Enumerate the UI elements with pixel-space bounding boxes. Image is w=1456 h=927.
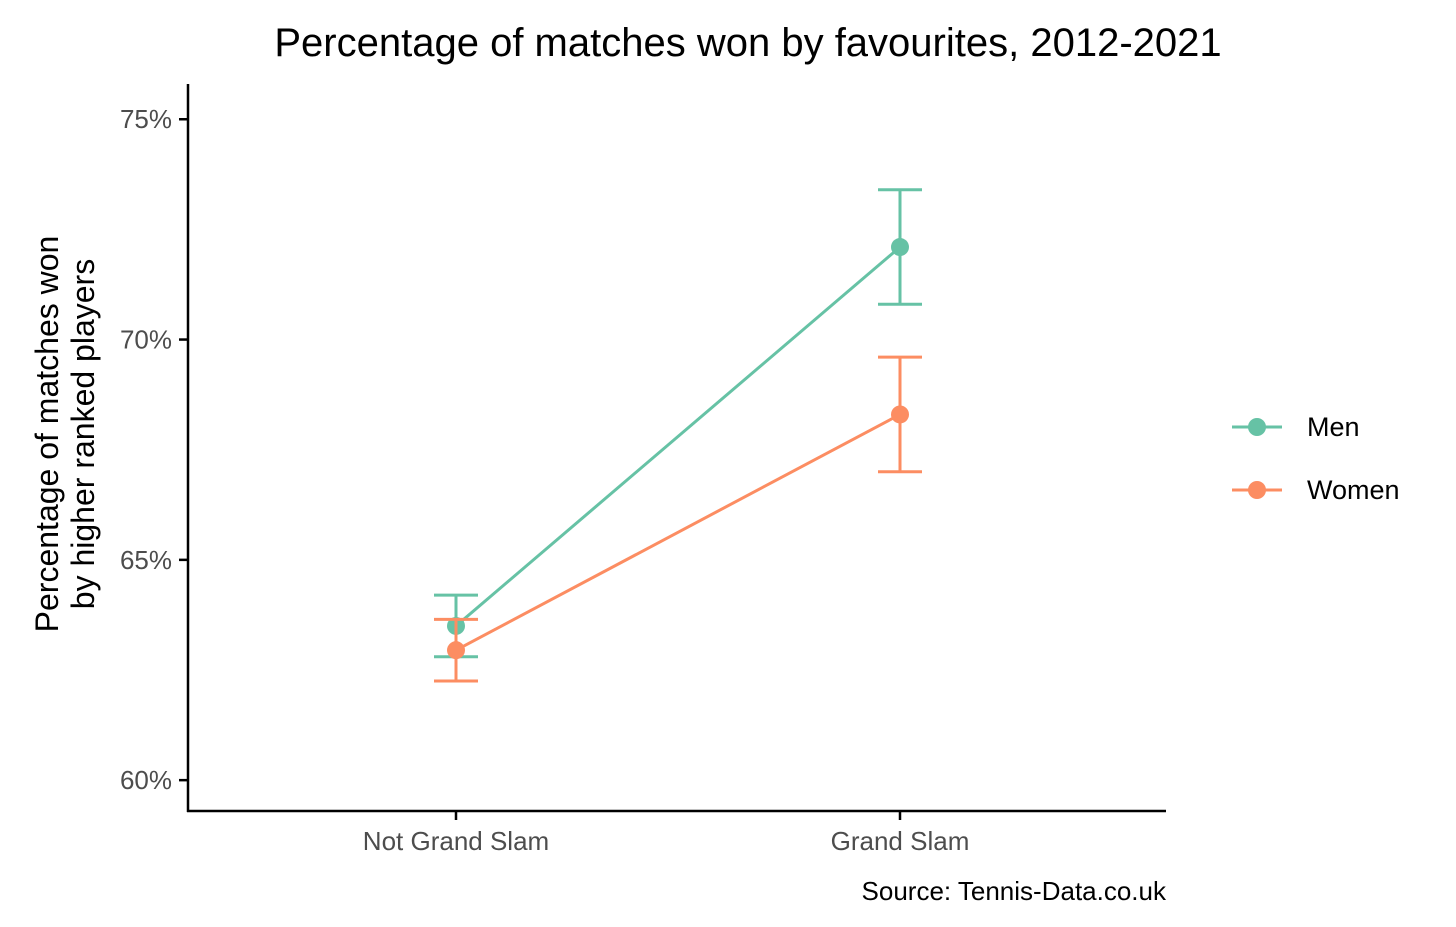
legend-item-men: Men — [1232, 412, 1360, 442]
series-line-men — [455, 245, 901, 628]
series-layer — [434, 188, 922, 683]
y-axis-title: Percentage of matches won by higher rank… — [29, 236, 101, 633]
y-axis-title-line-2: by higher ranked players — [65, 259, 101, 609]
y-axis-title-line-1: Percentage of matches won — [29, 236, 65, 633]
legend: Men Women — [1232, 412, 1400, 505]
source-caption: Source: Tennis-Data.co.uk — [862, 876, 1167, 906]
legend-key-point — [1248, 481, 1266, 499]
data-point-women — [447, 641, 465, 660]
series-line-women — [455, 413, 901, 652]
y-tick-label: 70% — [120, 325, 172, 355]
y-tick-label: 60% — [120, 765, 172, 795]
data-point-women — [891, 405, 909, 424]
x-tick-label: Grand Slam — [831, 826, 970, 856]
y-ticks: 60% 65% 70% 75% — [120, 104, 188, 795]
series-women — [434, 355, 922, 683]
chart-title: Percentage of matches won by favourites,… — [274, 21, 1221, 65]
legend-label: Women — [1307, 475, 1400, 505]
data-point-men — [891, 238, 909, 257]
x-tick-label: Not Grand Slam — [363, 826, 549, 856]
x-ticks: Not Grand Slam Grand Slam — [363, 811, 970, 856]
legend-label: Men — [1307, 412, 1360, 442]
y-tick-label: 65% — [120, 545, 172, 575]
legend-key-point — [1248, 418, 1266, 436]
series-men — [434, 188, 922, 659]
legend-item-women: Women — [1232, 475, 1400, 505]
y-tick-label: 75% — [120, 104, 172, 134]
